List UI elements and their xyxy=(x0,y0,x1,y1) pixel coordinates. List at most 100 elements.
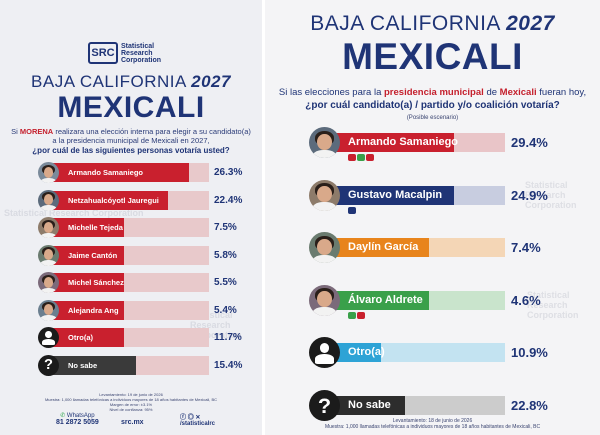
bar xyxy=(323,133,455,152)
bar xyxy=(46,355,136,375)
bar xyxy=(46,328,125,347)
methodology-footer: Levantamiento: 18 de junio de 2026 Muest… xyxy=(324,418,541,430)
bar-track xyxy=(323,238,505,257)
candidate-photo xyxy=(38,189,59,211)
bar xyxy=(46,273,125,292)
candidate-photo xyxy=(38,162,59,183)
social-handle: /statisticalrc xyxy=(180,421,216,427)
bar xyxy=(46,218,125,237)
bar-track xyxy=(323,133,505,152)
party-logo-icon xyxy=(348,206,356,214)
bar-track xyxy=(323,185,505,205)
bar xyxy=(323,238,429,257)
methodology-footer: Levantamiento: 19 de junio de 2026 Muest… xyxy=(44,392,218,412)
city-title: MEXICALI xyxy=(57,91,205,124)
percent-label: 26.3% xyxy=(214,167,243,178)
party-logos xyxy=(348,206,357,214)
right-poll-panel: Statistical Research Corporation Statist… xyxy=(265,0,600,435)
candidate-name: No sabe xyxy=(348,398,391,411)
candidate-name: Michelle Tejeda xyxy=(68,223,123,232)
left-poll-panel: Statistical Research Corporation Statist… xyxy=(0,0,262,435)
percent-label: 29.4% xyxy=(511,135,548,150)
percent-label: 7.5% xyxy=(214,222,237,233)
question-main: ¿por cuál de las siguientes personas vot… xyxy=(32,146,230,155)
party-logo-icon xyxy=(357,154,365,161)
website-link[interactable]: src.mx xyxy=(121,419,144,426)
percent-label: 11.7% xyxy=(214,332,242,343)
candidate-name: No sabe xyxy=(68,360,98,370)
percent-label: 5.5% xyxy=(214,277,237,288)
bar-track xyxy=(46,218,209,237)
question-intro: Si MORENA realizara una elección interna… xyxy=(11,127,251,145)
src-logo-mark: SRC xyxy=(88,42,118,64)
bar xyxy=(46,245,125,265)
bar-track xyxy=(46,245,209,265)
percent-label: 10.9% xyxy=(511,345,548,360)
candidate-name: Jaime Cantón xyxy=(68,250,118,260)
bar-track xyxy=(46,163,209,182)
bar-track xyxy=(46,328,209,347)
candidate-name: Daylín García xyxy=(348,241,419,253)
candidate-name: Álvaro Aldrete xyxy=(348,293,423,306)
candidate-photo xyxy=(38,244,59,266)
state-title: BAJA CALIFORNIA 2027 xyxy=(31,72,231,91)
city-title: MEXICALI xyxy=(342,36,523,77)
party-logo-icon xyxy=(348,154,356,161)
watermark: Statistical Research Corporation xyxy=(4,208,144,218)
candidate-name: Michel Sánchez xyxy=(68,278,124,287)
bar-track xyxy=(323,395,505,415)
watermark: Statistical Research Corporation xyxy=(525,180,577,210)
candidate-photo xyxy=(309,232,340,263)
bar-track xyxy=(46,355,209,375)
party-logos xyxy=(348,154,375,161)
candidate-photo xyxy=(38,299,59,321)
state-title: BAJA CALIFORNIA 2027 xyxy=(310,12,555,35)
src-logo-name: Statistical Research Corporation xyxy=(121,42,162,64)
x-icon: ✕ xyxy=(195,415,201,421)
bar-track xyxy=(323,290,505,310)
bar-track xyxy=(46,300,209,320)
bar xyxy=(323,395,405,415)
question-mark-icon: ? xyxy=(309,389,340,421)
person-silhouette-icon xyxy=(38,327,59,348)
candidate-photo xyxy=(309,284,340,316)
candidate-name: Otro(a) xyxy=(68,333,93,342)
social-links[interactable]: ⓕ ◎ ✕ /statisticalrc xyxy=(180,412,215,427)
party-logos xyxy=(348,311,366,319)
instagram-icon: ◎ xyxy=(187,415,194,421)
facebook-icon: ⓕ xyxy=(180,415,187,421)
whatsapp-icon: ✆ xyxy=(60,413,66,419)
watermark: Statistical Research Corporation xyxy=(190,310,242,340)
bar xyxy=(323,185,455,205)
whatsapp-contact[interactable]: ✆ WhatsApp 81 2872 5059 xyxy=(56,412,99,426)
scenario-note: (Posible escenario) xyxy=(406,115,459,121)
candidate-name: Armando Samaniego xyxy=(348,136,459,148)
bar xyxy=(46,300,125,320)
percent-label: 15.4% xyxy=(214,359,243,371)
percent-label: 5.4% xyxy=(214,304,237,316)
social-icons: ⓕ ◎ ✕ xyxy=(180,412,215,421)
candidate-name: Gustavo Macalpin xyxy=(348,188,443,201)
candidate-photo xyxy=(309,127,340,158)
person-silhouette-icon xyxy=(309,337,340,368)
phone-number: 81 2872 5059 xyxy=(56,419,99,426)
src-logo: SRC Statistical Research Corporation xyxy=(88,42,181,64)
candidate-name: Alejandra Ang xyxy=(68,305,119,315)
percent-label: 22.8% xyxy=(511,397,548,413)
bar-track xyxy=(46,273,209,292)
bar xyxy=(323,290,429,310)
candidate-name: Otro(a) xyxy=(348,346,385,358)
question-main: ¿por cuál candidato(a) / partido y/o coa… xyxy=(305,100,560,111)
whatsapp-icon-label: ✆ WhatsApp xyxy=(60,413,95,419)
percent-label: 5.8% xyxy=(214,249,237,261)
question-intro: Si las elecciones para la presidencia mu… xyxy=(278,87,587,98)
watermark: Statistical Research Corporation xyxy=(527,290,579,320)
party-logo-icon xyxy=(366,154,374,161)
party-logo-icon xyxy=(357,311,365,319)
candidate-photo xyxy=(309,179,340,211)
candidate-photo xyxy=(38,272,59,293)
candidate-photo xyxy=(38,217,59,238)
bar-track xyxy=(46,190,209,210)
bar xyxy=(46,163,189,182)
candidate-name: Netzahualcóyotl Jauregui xyxy=(68,195,159,205)
